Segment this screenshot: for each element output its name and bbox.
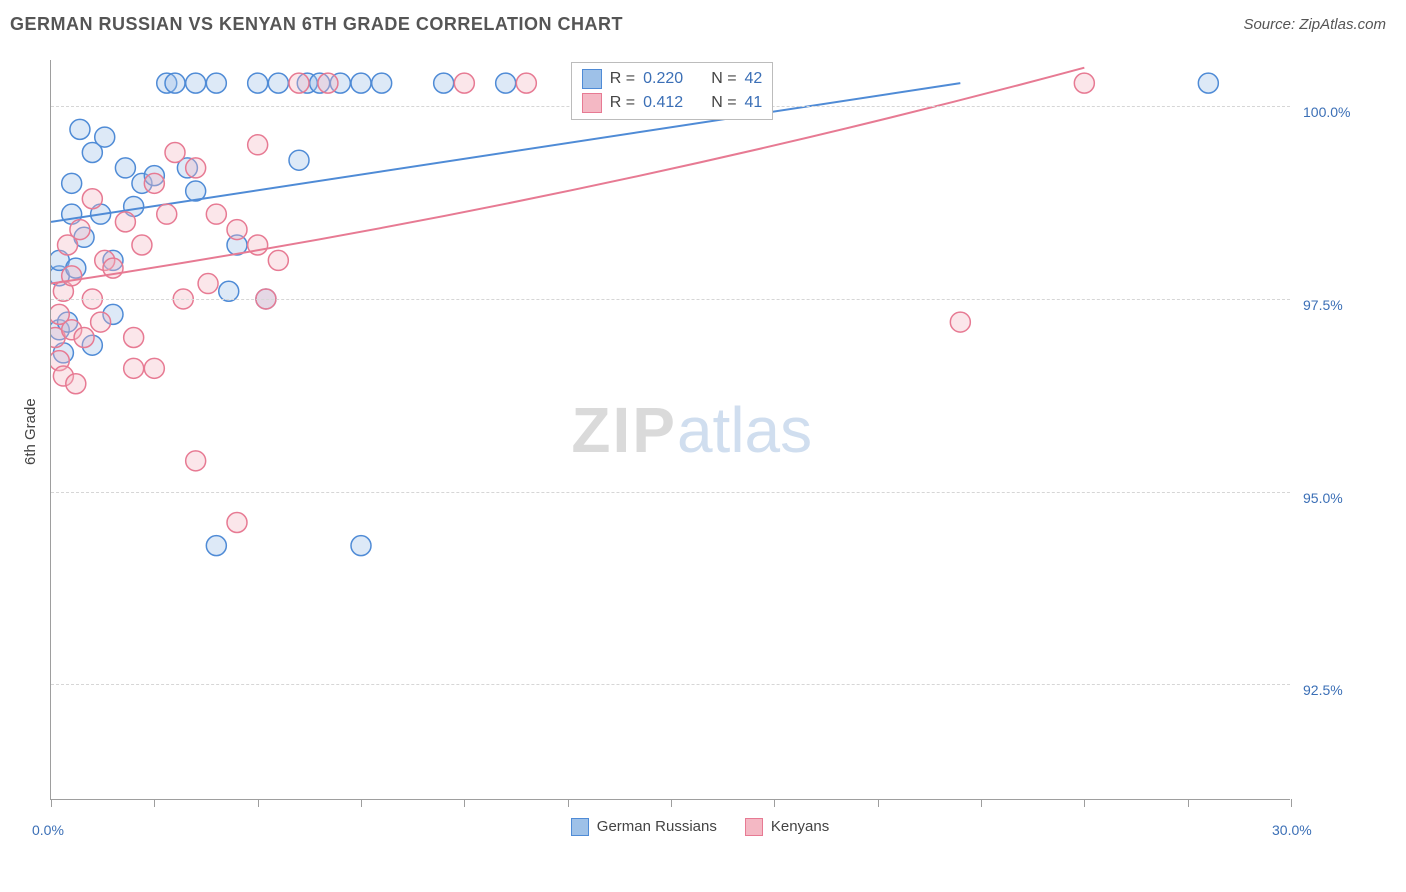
data-point [516, 73, 536, 93]
y-tick-label: 100.0% [1303, 104, 1350, 120]
legend-swatch [571, 818, 589, 836]
stats-r-label: R = [610, 94, 635, 112]
data-point [1198, 73, 1218, 93]
legend-label: Kenyans [771, 818, 829, 835]
data-point [186, 73, 206, 93]
data-point [227, 513, 247, 533]
gridline [51, 299, 1290, 300]
data-point [62, 266, 82, 286]
data-point [157, 204, 177, 224]
data-point [132, 235, 152, 255]
data-point [115, 212, 135, 232]
data-point [82, 189, 102, 209]
x-tick [1188, 799, 1189, 807]
data-point [186, 158, 206, 178]
data-point [124, 328, 144, 348]
x-tick [51, 799, 52, 807]
data-point [289, 150, 309, 170]
x-tick [464, 799, 465, 807]
data-point [351, 536, 371, 556]
x-tick-label: 0.0% [32, 822, 64, 838]
y-tick-label: 92.5% [1303, 682, 1343, 698]
legend-swatch [745, 818, 763, 836]
data-point [372, 73, 392, 93]
data-point [434, 73, 454, 93]
data-point [62, 173, 82, 193]
x-tick [361, 799, 362, 807]
data-point [70, 119, 90, 139]
data-point [144, 173, 164, 193]
x-tick-label: 30.0% [1272, 822, 1312, 838]
stats-r-value: 0.220 [643, 70, 683, 88]
x-tick [878, 799, 879, 807]
stats-row: R = 0.412 N = 41 [582, 91, 763, 115]
stats-swatch [582, 69, 602, 89]
data-point [206, 204, 226, 224]
x-tick [981, 799, 982, 807]
data-point [318, 73, 338, 93]
data-point [227, 220, 247, 240]
data-point [1074, 73, 1094, 93]
data-point [268, 250, 288, 270]
stats-row: R = 0.220 N = 42 [582, 67, 763, 91]
gridline [51, 492, 1290, 493]
x-tick [1084, 799, 1085, 807]
legend: German Russians Kenyans [571, 818, 829, 836]
data-point [144, 358, 164, 378]
x-tick [1291, 799, 1292, 807]
x-tick [774, 799, 775, 807]
x-tick [154, 799, 155, 807]
data-point [70, 220, 90, 240]
source-label: Source: ZipAtlas.com [1243, 16, 1386, 33]
chart-svg [51, 60, 1291, 800]
data-point [248, 135, 268, 155]
legend-item: German Russians [571, 818, 717, 836]
data-point [95, 127, 115, 147]
data-point [165, 143, 185, 163]
x-tick [568, 799, 569, 807]
data-point [115, 158, 135, 178]
y-tick-label: 95.0% [1303, 490, 1343, 506]
legend-item: Kenyans [745, 818, 829, 836]
stats-box: R = 0.220 N = 42 R = 0.412 N = 41 [571, 62, 774, 120]
data-point [351, 73, 371, 93]
data-point [206, 73, 226, 93]
data-point [454, 73, 474, 93]
stats-n-label: N = [711, 70, 736, 88]
data-point [496, 73, 516, 93]
trend-line [51, 68, 1084, 284]
data-point [289, 73, 309, 93]
stats-n-value: 41 [745, 94, 763, 112]
legend-label: German Russians [597, 818, 717, 835]
plot-area: ZIPatlas 92.5%95.0%97.5%100.0% [50, 60, 1290, 800]
stats-n-label: N = [711, 94, 736, 112]
data-point [248, 73, 268, 93]
data-point [91, 312, 111, 332]
data-point [74, 328, 94, 348]
data-point [268, 73, 288, 93]
stats-r-label: R = [610, 70, 635, 88]
stats-swatch [582, 93, 602, 113]
y-axis-title: 6th Grade [22, 398, 39, 465]
y-tick-label: 97.5% [1303, 297, 1343, 313]
trend-line [51, 83, 960, 222]
gridline [51, 684, 1290, 685]
data-point [206, 536, 226, 556]
data-point [186, 451, 206, 471]
data-point [950, 312, 970, 332]
stats-r-value: 0.412 [643, 94, 683, 112]
x-tick [258, 799, 259, 807]
data-point [66, 374, 86, 394]
chart-title: GERMAN RUSSIAN VS KENYAN 6TH GRADE CORRE… [10, 14, 623, 35]
stats-n-value: 42 [745, 70, 763, 88]
data-point [198, 274, 218, 294]
data-point [124, 358, 144, 378]
x-tick [671, 799, 672, 807]
data-point [165, 73, 185, 93]
